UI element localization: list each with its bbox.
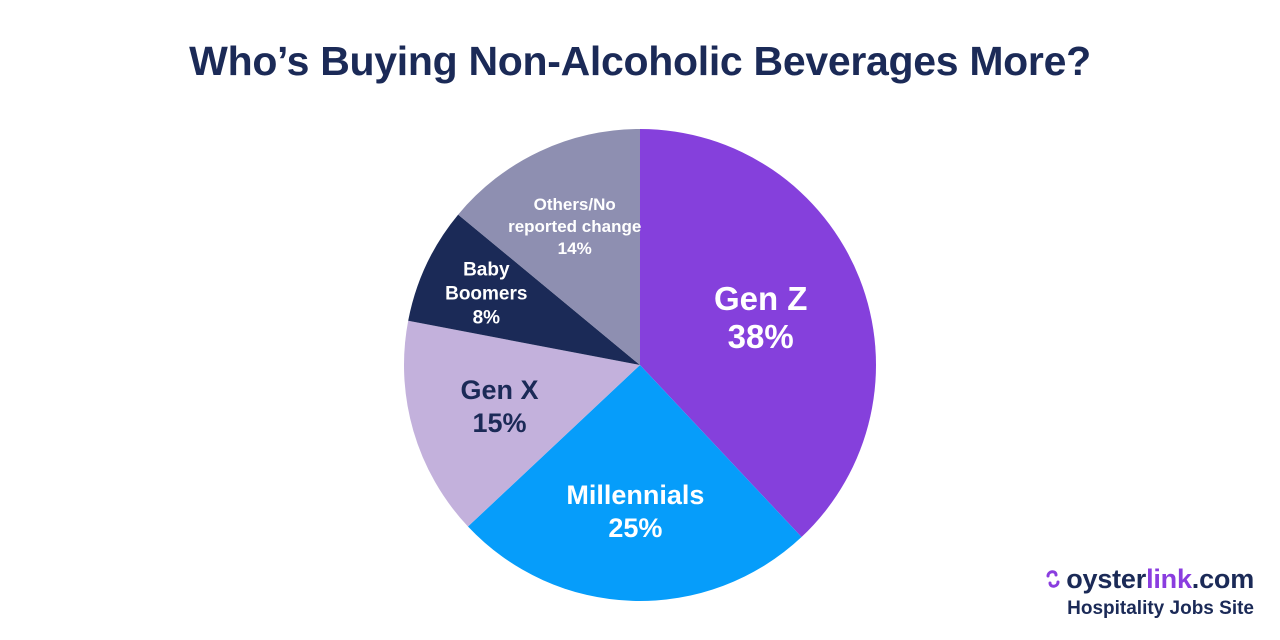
pie-value-label: 25% <box>608 513 662 543</box>
brand-tagline: Hospitality Jobs Site <box>1067 598 1254 619</box>
pie-slice-gen-z <box>640 129 877 538</box>
pie-label-gen-z: Gen Z 38% <box>714 280 808 355</box>
pie-slices <box>404 129 877 602</box>
chart-title: Who’s Buying Non-Alcoholic Beverages Mor… <box>189 38 1091 84</box>
oyster-swirl-icon <box>1046 570 1060 588</box>
pie-slice-gen-x <box>404 320 640 527</box>
pie-label-others-no-reported-change: Others/No reported change 14% <box>508 195 641 258</box>
brand-name-prefix: oyster <box>1066 563 1147 594</box>
brand-name: oysterlink.com <box>1066 564 1254 595</box>
pie-value-label: 15% <box>472 408 526 438</box>
pie-category-label: Baby <box>463 259 510 280</box>
pie-slice-others-no-reported-change <box>458 129 640 365</box>
pie-slice-millennials <box>467 365 802 602</box>
pie-value-label: 8% <box>473 307 501 328</box>
pie-category-label: Others/No <box>534 195 616 214</box>
pie-category-label: Millennials <box>566 480 704 510</box>
pie-category-label: reported change <box>508 217 641 236</box>
pie-category-label: Gen Z <box>714 280 808 317</box>
pie-value-label: 38% <box>728 318 794 355</box>
pie-label-millennials: Millennials 25% <box>566 480 704 543</box>
pie-label-gen-x: Gen X 15% <box>460 375 538 438</box>
brand-name-suffix: .com <box>1191 563 1254 594</box>
pie-category-label: Boomers <box>445 283 527 304</box>
pie-category-label: Gen X <box>460 375 538 405</box>
brand-logo: oysterlink.com Hospitality Jobs Site <box>994 562 1254 620</box>
brand-name-link: link <box>1146 563 1192 594</box>
pie-labels: Gen Z 38% Millennials 25% Gen X 15% Baby Boomer… <box>445 195 807 543</box>
pie-label-baby-boomers: Baby Boomers 8% <box>445 259 527 328</box>
pie-slice-baby-boomers <box>408 214 640 365</box>
pie-value-label: 14% <box>558 239 592 258</box>
